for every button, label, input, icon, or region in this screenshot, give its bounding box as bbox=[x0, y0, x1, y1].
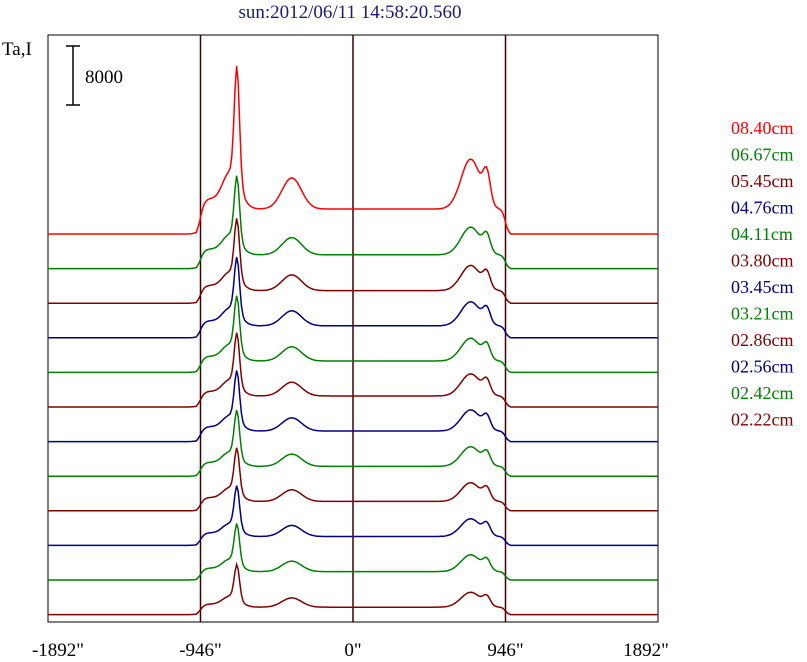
x-tick-label: 0" bbox=[344, 640, 361, 661]
legend-entry: 02.56cm bbox=[731, 357, 794, 377]
series-line-04.11cm bbox=[48, 295, 658, 374]
legend: 08.40cm 06.67cm 05.45cm 04.76cm 04.11cm 03.80… bbox=[731, 118, 794, 430]
series-line-04.76cm bbox=[48, 256, 658, 339]
legend-entry: 04.76cm bbox=[731, 198, 794, 218]
series-line-03.45cm bbox=[48, 370, 658, 443]
legend-entry: 02.22cm bbox=[731, 410, 794, 430]
y-axis-label: Ta,I bbox=[2, 39, 32, 60]
series-line-03.21cm bbox=[48, 409, 658, 477]
x-tick-label: -1892" bbox=[32, 640, 84, 661]
series-line-02.42cm bbox=[48, 523, 658, 581]
legend-entry: 03.80cm bbox=[731, 251, 794, 271]
chart-title: sun:2012/06/11 14:58:20.560 bbox=[238, 2, 461, 23]
legend-entry: 02.86cm bbox=[731, 330, 794, 350]
legend-entry: 06.67cm bbox=[731, 145, 794, 165]
scale-bar: 8000 bbox=[66, 45, 123, 106]
legend-entry: 04.11cm bbox=[731, 224, 793, 244]
series-line-05.45cm bbox=[48, 218, 658, 304]
legend-entry: 03.21cm bbox=[731, 304, 794, 324]
legend-entry: 02.42cm bbox=[731, 383, 794, 403]
series-line-03.80cm bbox=[48, 332, 658, 408]
legend-entry: 08.40cm bbox=[731, 118, 794, 138]
x-tick-label: 946" bbox=[487, 640, 523, 661]
x-tick-labels: -1892" -946" 0" 946" 1892" bbox=[32, 640, 669, 661]
x-tick-label: 1892" bbox=[623, 640, 669, 661]
series-line-02.56cm bbox=[48, 485, 658, 547]
legend-entry: 03.45cm bbox=[731, 277, 794, 297]
legend-entry: 05.45cm bbox=[731, 171, 794, 191]
scale-bar-label: 8000 bbox=[85, 67, 123, 88]
series-line-08.40cm bbox=[48, 65, 658, 235]
series-line-02.22cm bbox=[48, 561, 658, 616]
x-tick-label: -946" bbox=[179, 640, 222, 661]
series-line-06.67cm bbox=[48, 175, 658, 270]
series-traces bbox=[48, 65, 658, 616]
series-line-02.86cm bbox=[48, 447, 658, 512]
